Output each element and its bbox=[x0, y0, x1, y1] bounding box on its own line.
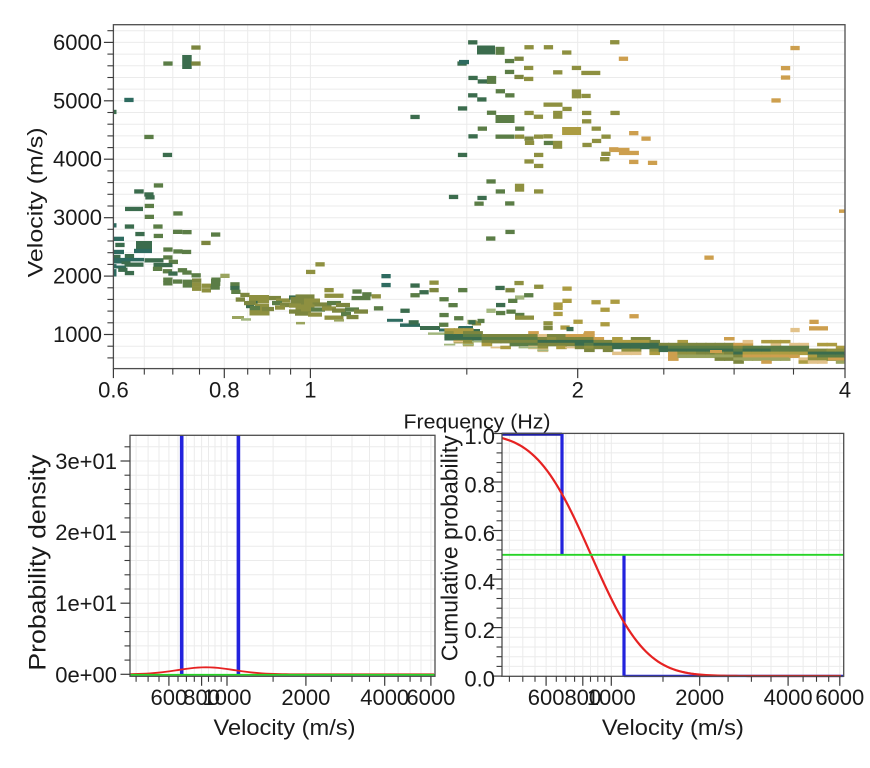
svg-text:0.8: 0.8 bbox=[464, 473, 495, 498]
svg-text:1e+01: 1e+01 bbox=[55, 591, 117, 616]
svg-text:4: 4 bbox=[839, 378, 851, 403]
svg-text:800: 800 bbox=[564, 685, 601, 710]
svg-text:1000: 1000 bbox=[587, 685, 636, 710]
svg-text:1000: 1000 bbox=[53, 322, 102, 347]
svg-text:0.6: 0.6 bbox=[98, 378, 129, 403]
svg-text:6000: 6000 bbox=[53, 30, 102, 55]
svg-text:5000: 5000 bbox=[53, 88, 102, 113]
svg-text:0.8: 0.8 bbox=[209, 378, 240, 403]
svg-text:1000: 1000 bbox=[203, 685, 252, 710]
svg-text:Cumulative probability: Cumulative probability bbox=[437, 435, 463, 661]
svg-text:1: 1 bbox=[304, 378, 316, 403]
svg-text:4000: 4000 bbox=[53, 147, 102, 172]
svg-text:Velocity (m/s): Velocity (m/s) bbox=[602, 715, 744, 740]
svg-text:0.0: 0.0 bbox=[464, 667, 495, 692]
svg-text:Velocity (m/s): Velocity (m/s) bbox=[214, 715, 356, 740]
svg-text:3000: 3000 bbox=[53, 205, 102, 230]
svg-text:6000: 6000 bbox=[815, 685, 864, 710]
svg-text:0e+00: 0e+00 bbox=[55, 662, 117, 687]
svg-text:2000: 2000 bbox=[281, 685, 330, 710]
svg-text:Frequency (Hz): Frequency (Hz) bbox=[404, 411, 551, 434]
svg-text:3e+01: 3e+01 bbox=[55, 449, 117, 474]
svg-text:2: 2 bbox=[572, 378, 584, 403]
svg-text:6000: 6000 bbox=[406, 685, 455, 710]
svg-text:800: 800 bbox=[183, 685, 220, 710]
svg-text:600: 600 bbox=[528, 685, 565, 710]
svg-text:2e+01: 2e+01 bbox=[55, 520, 117, 545]
svg-text:2000: 2000 bbox=[53, 264, 102, 289]
svg-text:2000: 2000 bbox=[675, 685, 724, 710]
svg-text:0.6: 0.6 bbox=[464, 521, 495, 546]
svg-text:4000: 4000 bbox=[360, 685, 409, 710]
svg-text:0.2: 0.2 bbox=[464, 618, 495, 643]
svg-text:0.4: 0.4 bbox=[464, 570, 495, 595]
svg-text:1.0: 1.0 bbox=[464, 424, 495, 449]
svg-text:Probability density: Probability density bbox=[25, 455, 52, 671]
svg-text:4000: 4000 bbox=[764, 685, 813, 710]
svg-text:Velocity (m/s): Velocity (m/s) bbox=[24, 127, 47, 277]
svg-text:600: 600 bbox=[151, 685, 188, 710]
